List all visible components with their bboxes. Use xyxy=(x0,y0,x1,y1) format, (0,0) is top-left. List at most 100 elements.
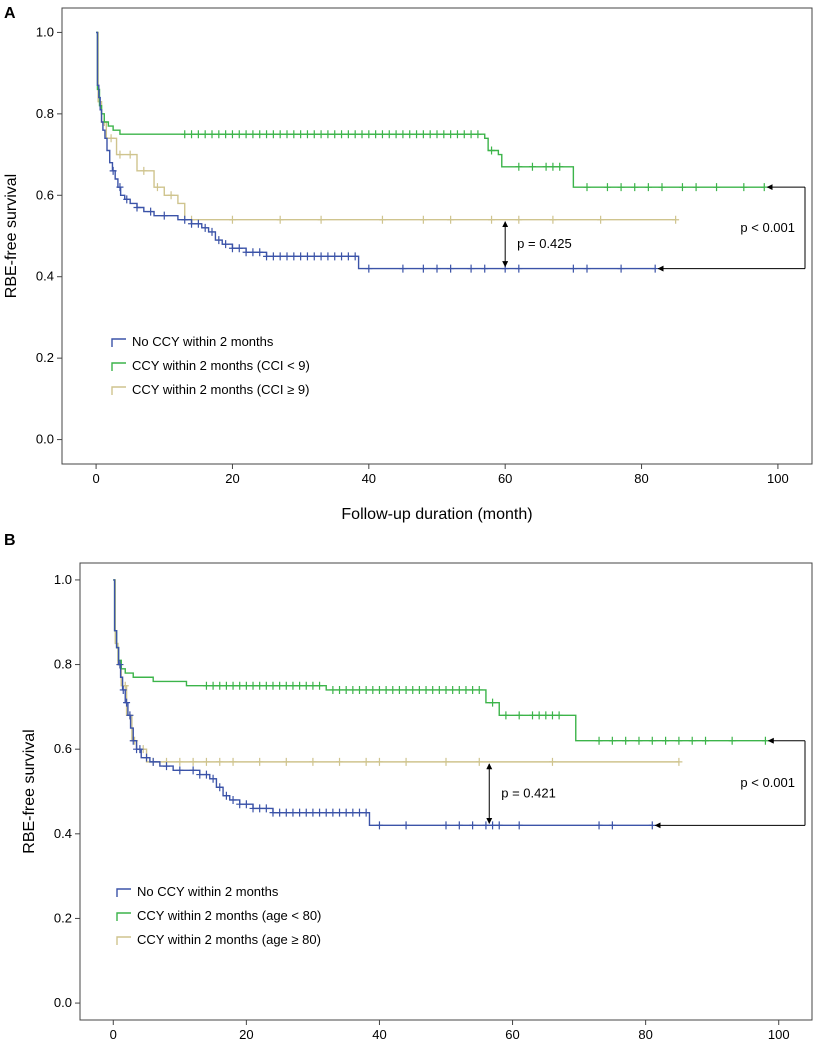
censor-mark xyxy=(322,808,330,817)
censor-mark xyxy=(455,821,463,830)
censor-mark xyxy=(692,183,700,192)
censor-mark xyxy=(143,753,151,762)
x-tick-label: 0 xyxy=(110,1027,117,1042)
survival-curve-1 xyxy=(113,579,766,742)
y-tick-label: 0.6 xyxy=(36,187,54,202)
censor-mark xyxy=(229,757,237,766)
censor-mark xyxy=(309,681,317,690)
censor-mark xyxy=(222,240,230,249)
legend-label: CCY within 2 months (age < 80) xyxy=(137,908,321,923)
censor-mark xyxy=(422,685,430,694)
censor-mark xyxy=(549,162,557,171)
censor-mark xyxy=(222,791,230,800)
censor-mark xyxy=(242,130,250,139)
censor-mark xyxy=(402,685,410,694)
censor-mark xyxy=(488,146,496,155)
censor-mark xyxy=(262,804,270,813)
censor-mark xyxy=(242,800,250,809)
x-tick-label: 60 xyxy=(505,1027,519,1042)
censor-mark xyxy=(189,766,197,775)
censor-mark xyxy=(228,244,236,253)
x-tick-label: 20 xyxy=(239,1027,253,1042)
censor-mark xyxy=(303,252,311,261)
censor-mark xyxy=(375,821,383,830)
p-value-label-2: p < 0.001 xyxy=(740,775,795,790)
censor-mark xyxy=(515,821,523,830)
censor-mark xyxy=(440,130,448,139)
censor-mark xyxy=(688,736,696,745)
censor-mark xyxy=(569,264,577,273)
censor-mark xyxy=(290,130,298,139)
censor-mark xyxy=(433,130,441,139)
censor-mark xyxy=(433,264,441,273)
censor-mark xyxy=(549,215,557,224)
censor-mark xyxy=(329,685,337,694)
panel-b: B0204060801000.00.20.40.60.81.0Follow-up… xyxy=(0,525,829,1050)
censor-mark xyxy=(276,252,284,261)
censor-mark xyxy=(297,252,305,261)
censor-mark xyxy=(342,685,350,694)
censor-mark xyxy=(290,252,298,261)
censor-mark xyxy=(324,252,332,261)
censor-mark xyxy=(528,162,536,171)
y-tick-label: 0.4 xyxy=(36,269,54,284)
censor-mark xyxy=(309,757,317,766)
censor-mark xyxy=(467,264,475,273)
censor-mark xyxy=(603,183,611,192)
censor-mark xyxy=(648,736,656,745)
x-axis-label: Follow-up duration (month) xyxy=(341,506,532,523)
censor-mark xyxy=(469,821,477,830)
censor-mark xyxy=(402,757,410,766)
censor-mark xyxy=(119,685,127,694)
censor-mark xyxy=(447,215,455,224)
censor-mark xyxy=(399,264,407,273)
censor-mark xyxy=(303,130,311,139)
censor-mark xyxy=(176,757,184,766)
censor-mark xyxy=(208,227,216,236)
censor-mark xyxy=(310,252,318,261)
censor-mark xyxy=(595,736,603,745)
censor-mark xyxy=(378,215,386,224)
censor-mark xyxy=(167,191,175,200)
censor-mark xyxy=(107,134,115,143)
censor-mark xyxy=(222,130,230,139)
censor-mark xyxy=(392,130,400,139)
censor-mark xyxy=(256,130,264,139)
censor-mark xyxy=(481,264,489,273)
censor-mark xyxy=(249,248,257,257)
censor-mark xyxy=(331,130,339,139)
censor-mark xyxy=(672,215,680,224)
y-axis-label: RBE-free survival xyxy=(21,729,38,853)
survival-curve-1 xyxy=(96,31,765,188)
censor-mark xyxy=(160,211,168,220)
censor-mark xyxy=(194,130,202,139)
censor-mark xyxy=(713,183,721,192)
censor-mark xyxy=(249,130,257,139)
censor-mark xyxy=(644,183,652,192)
x-tick-label: 40 xyxy=(372,1027,386,1042)
censor-mark xyxy=(488,215,496,224)
censor-mark xyxy=(678,183,686,192)
x-tick-label: 100 xyxy=(768,1027,790,1042)
censor-mark xyxy=(235,130,243,139)
censor-mark xyxy=(475,685,483,694)
censor-mark xyxy=(201,223,209,232)
censor-mark xyxy=(542,711,550,720)
x-tick-label: 100 xyxy=(767,471,789,486)
censor-mark xyxy=(617,183,625,192)
censor-mark xyxy=(617,264,625,273)
censor-mark xyxy=(385,130,393,139)
censor-mark xyxy=(495,821,503,830)
legend-swatch xyxy=(111,386,126,395)
censor-mark xyxy=(419,130,427,139)
censor-mark xyxy=(449,685,457,694)
censor-mark xyxy=(222,681,230,690)
survival-curve-0 xyxy=(96,31,656,270)
censor-mark xyxy=(269,252,277,261)
censor-mark xyxy=(489,821,497,830)
censor-mark xyxy=(362,757,370,766)
legend-swatch xyxy=(111,338,126,347)
censor-mark xyxy=(556,162,564,171)
p-value-label-1: p = 0.421 xyxy=(501,786,556,801)
censor-mark xyxy=(249,804,257,813)
